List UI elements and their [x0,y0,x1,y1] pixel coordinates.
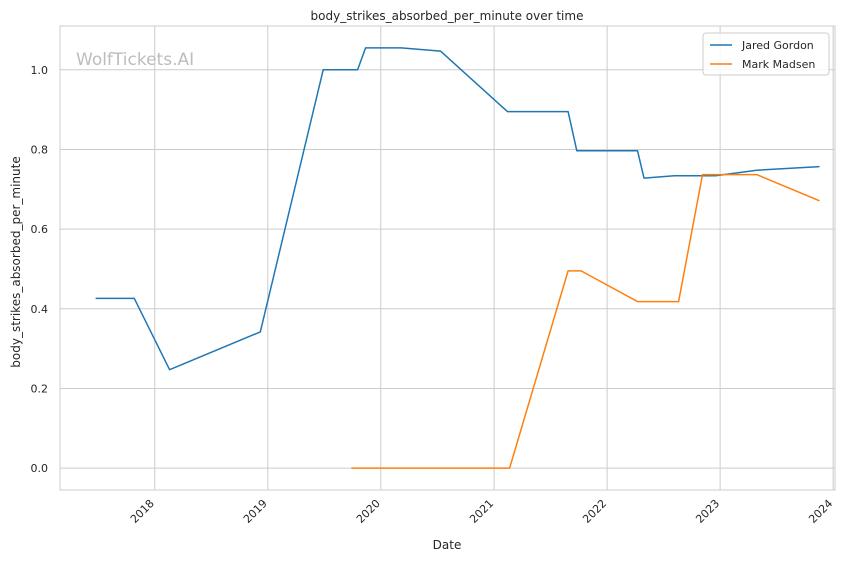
legend: Jared Gordon Mark Madsen [702,32,830,76]
x-tick-label: 2021 [467,497,496,526]
y-axis-label: body_strikes_absorbed_per_minute [9,156,23,367]
y-tick-label: 0.4 [31,303,49,316]
y-tick-label: 0.6 [31,223,49,236]
legend-box [702,32,830,76]
x-tick-label: 2019 [241,497,270,526]
watermark: WolfTickets.AI [76,50,194,70]
x-tick-label: 2022 [580,497,609,526]
y-tick-label: 1.0 [31,64,49,77]
chart-title: body_strikes_absorbed_per_minute over ti… [311,9,584,23]
x-tick-label: 2020 [354,497,383,526]
legend-label-mark-madsen: Mark Madsen [742,58,815,71]
grid [60,26,835,490]
plot-area [59,25,836,491]
series-line-jared-gordon [95,47,820,371]
series-layer [95,47,820,469]
legend-label-jared-gordon: Jared Gordon [741,39,814,52]
x-axis-ticks: 2018 2019 2020 2021 2022 2023 2024 [128,497,835,526]
x-axis-label: Date [433,538,462,552]
x-tick-label: 2024 [806,497,835,526]
y-tick-label: 0.2 [31,382,49,395]
y-axis-ticks: 0.0 0.2 0.4 0.6 0.8 1.0 [31,64,49,475]
x-tick-label: 2018 [128,497,157,526]
x-tick-label: 2023 [693,497,722,526]
y-tick-label: 0.0 [31,462,49,475]
series-line-mark-madsen [351,173,820,469]
y-tick-label: 0.8 [31,143,49,156]
